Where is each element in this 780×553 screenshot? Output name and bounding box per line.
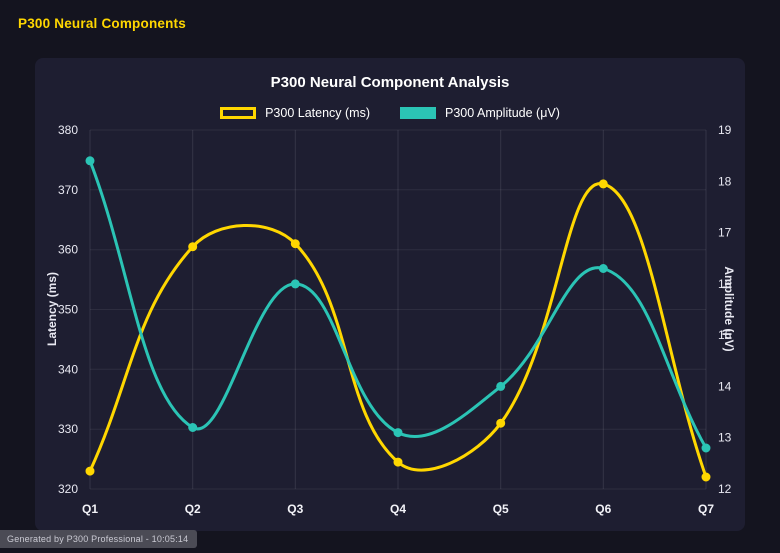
right-axis-title: Amplitude (μV) (722, 266, 736, 352)
svg-text:15: 15 (718, 328, 732, 342)
svg-text:Q5: Q5 (493, 502, 509, 516)
svg-text:19: 19 (718, 123, 732, 137)
svg-text:370: 370 (58, 183, 78, 197)
page-title: P300 Neural Components (18, 16, 186, 31)
legend-item-latency[interactable]: P300 Latency (ms) (220, 106, 370, 120)
svg-text:Q1: Q1 (82, 502, 98, 516)
svg-text:360: 360 (58, 243, 78, 257)
svg-text:Q3: Q3 (287, 502, 303, 516)
svg-text:Q2: Q2 (185, 502, 201, 516)
svg-text:340: 340 (58, 362, 78, 376)
svg-text:350: 350 (58, 303, 78, 317)
chart-legend: P300 Latency (ms) P300 Amplitude (μV) (35, 106, 745, 120)
svg-text:380: 380 (58, 123, 78, 137)
svg-text:Q7: Q7 (698, 502, 714, 516)
svg-text:320: 320 (58, 482, 78, 496)
legend-item-amplitude[interactable]: P300 Amplitude (μV) (400, 106, 560, 120)
chart-card: P300 Neural Component Analysis P300 Late… (35, 58, 745, 531)
left-axis-title: Latency (ms) (45, 271, 59, 347)
amplitude-swatch (400, 107, 436, 119)
svg-text:16: 16 (718, 277, 732, 291)
legend-label-latency: P300 Latency (ms) (265, 106, 370, 120)
svg-text:18: 18 (718, 174, 732, 188)
svg-text:Q6: Q6 (595, 502, 611, 516)
line-chart: 320 330 340 350 360 370 380 12 13 14 15 16 17 18 19 Q1 Q… (58, 123, 732, 516)
chart-title: P300 Neural Component Analysis (270, 74, 510, 91)
svg-text:12: 12 (718, 482, 732, 496)
svg-text:Q4: Q4 (390, 502, 406, 516)
svg-text:13: 13 (718, 431, 732, 445)
legend-label-amplitude: P300 Amplitude (μV) (445, 106, 560, 120)
status-bar: Generated by P300 Professional - 10:05:1… (0, 530, 198, 548)
svg-text:330: 330 (58, 422, 78, 436)
svg-text:14: 14 (718, 379, 732, 393)
svg-text:17: 17 (718, 226, 732, 240)
latency-swatch (220, 107, 257, 119)
